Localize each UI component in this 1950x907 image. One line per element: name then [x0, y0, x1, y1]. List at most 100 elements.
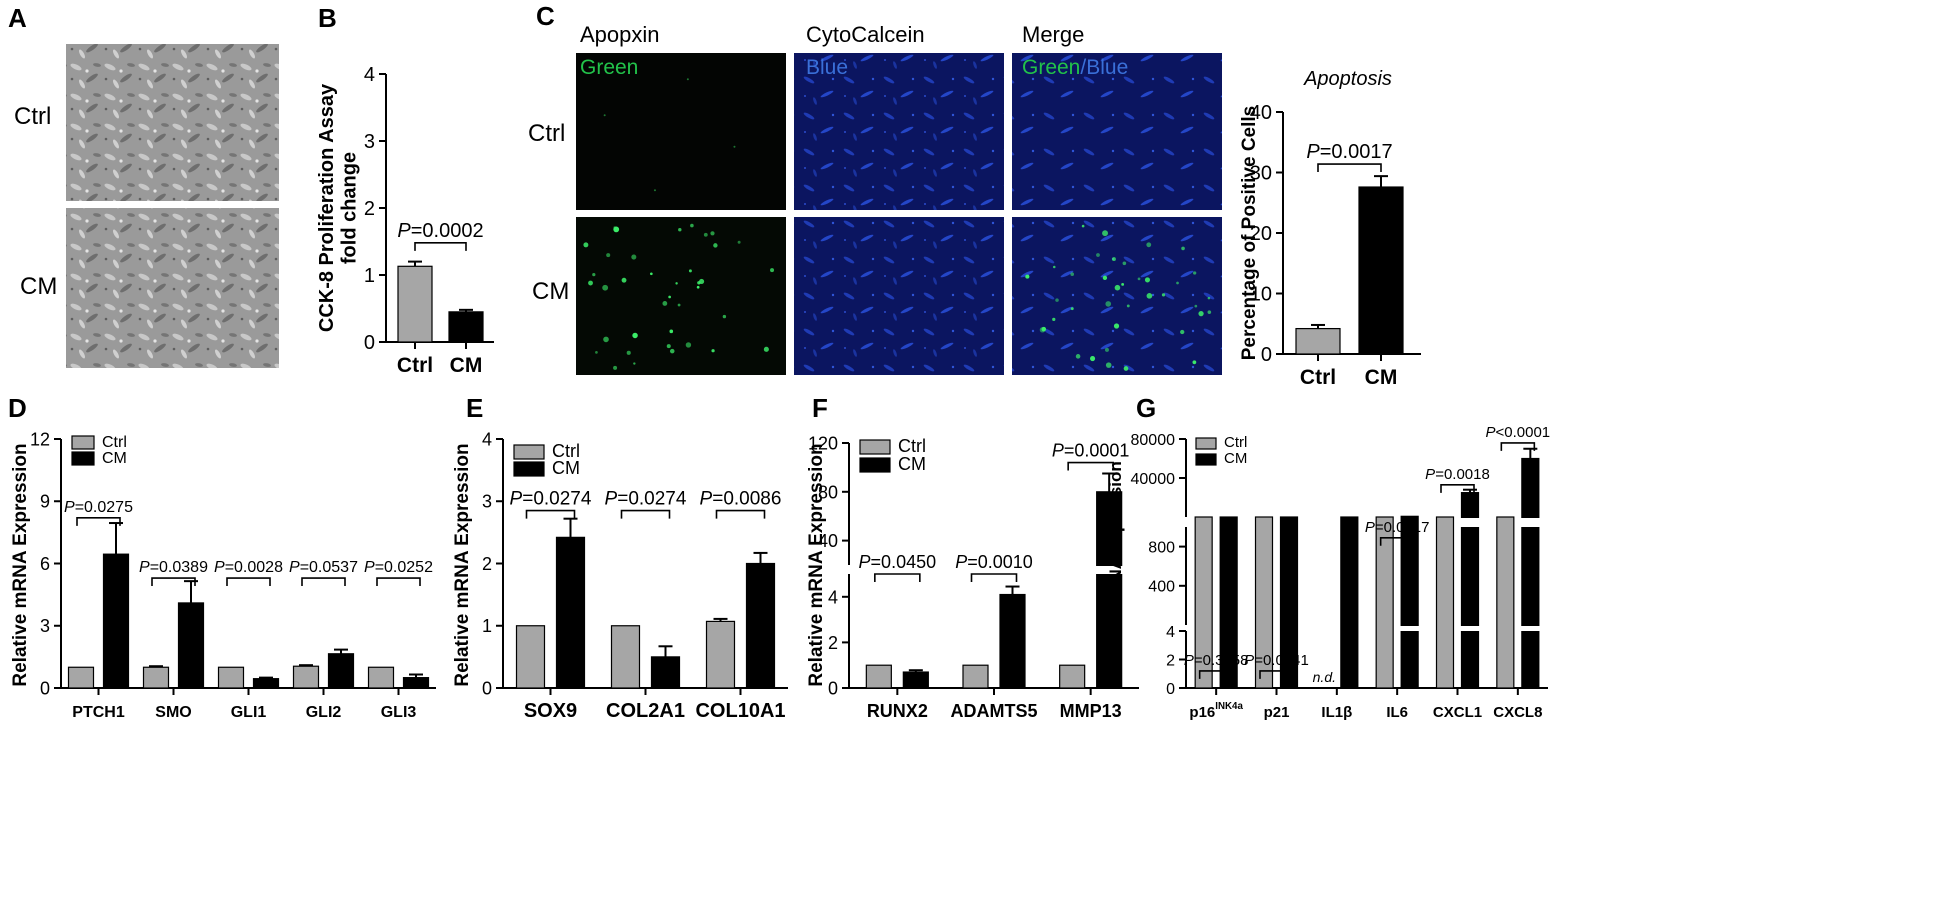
significance-bracket — [76, 517, 121, 526]
y-tick-label: 0 — [1166, 681, 1175, 698]
x-tick-label: CXCL1 — [1433, 704, 1482, 721]
panel-letter-b: B — [318, 3, 337, 33]
legend-swatch — [1195, 437, 1217, 450]
chart-c-apoptosis: 0 10 20 30 40 Ctrl CM P=0.0017 Percentage of Pos… — [1239, 68, 1421, 389]
y-tick-label: 30 — [1250, 163, 1272, 185]
bar — [902, 671, 929, 689]
p-value-label: P=0.0001 — [1052, 441, 1130, 461]
chart-b-cck8: 0 1 2 3 4 Ctrl CM P=0.0002 CCK-8 Proliferation A… — [316, 64, 494, 377]
apoptotic-cell-dot — [1053, 265, 1056, 269]
x-tick-label: CXCL8 — [1493, 704, 1542, 721]
apoptotic-cell-dot — [770, 268, 775, 273]
panel-a-row-label-cm: CM — [20, 273, 57, 300]
col-header-cytocalcein: CytoCalcein — [806, 22, 925, 47]
significance-bracket — [1379, 536, 1415, 546]
bar — [1219, 516, 1238, 689]
x-tick-label: IL6 — [1386, 704, 1408, 721]
y-tick-label: 0 — [40, 678, 50, 698]
y-axis-title: Relative mRNA Expression — [1106, 461, 1125, 679]
bar — [1521, 457, 1540, 689]
significance-bracket — [525, 509, 576, 519]
apoptotic-cell-dot — [1114, 284, 1121, 291]
legend-label: Ctrl — [552, 441, 580, 461]
significance-bracket — [301, 577, 346, 587]
y-tick-label: 80 — [818, 482, 838, 502]
legend-label: Ctrl — [898, 436, 926, 456]
y-tick-label: 1 — [482, 616, 492, 636]
axis-break-gap — [1399, 626, 1421, 631]
apoptotic-cell-dot — [1096, 253, 1100, 257]
apoptotic-cell-dot — [677, 303, 681, 307]
significance-bracket — [151, 577, 196, 587]
bar — [1400, 515, 1419, 689]
bar — [217, 666, 245, 689]
bar — [1194, 516, 1213, 689]
image-cytocalcein-ctrl — [794, 53, 1004, 210]
x-tick-label: p16INK4a — [1189, 701, 1243, 721]
apoptotic-cell-dot — [1146, 242, 1152, 248]
significance-bracket — [1440, 484, 1475, 493]
apoptotic-cell-dot — [1105, 362, 1112, 368]
apoptotic-cell-dot — [1180, 329, 1185, 335]
significance-bracket — [970, 573, 1018, 582]
axis-break-gap — [1459, 518, 1481, 527]
legend-label: CM — [102, 450, 127, 467]
apoptotic-cell-dot — [606, 253, 611, 258]
y-axis-title: CCK-8 Proliferation Assayfold change — [316, 83, 360, 332]
micrograph-ctrl — [66, 44, 279, 201]
axis-break-gap — [1519, 518, 1541, 527]
bar — [865, 664, 892, 689]
bar — [67, 666, 95, 689]
apoptotic-cell-dot — [626, 350, 631, 355]
image-apopxin-cm — [576, 217, 786, 375]
p-value-label: P=0.0018 — [1425, 466, 1490, 483]
channel-label-cytocalcein: Blue — [806, 56, 848, 79]
significance-bracket — [620, 509, 671, 519]
apoptotic-cell-dot — [1194, 304, 1198, 308]
y-tick-label: 0 — [1261, 344, 1272, 366]
bar — [745, 562, 776, 689]
chart-g-senescence-genes: 0 2 4 400 800 40000 80000 p16INK4a p21 n.d. IL1β IL… — [1106, 424, 1550, 721]
bar — [962, 664, 989, 689]
x-tick-label: COL10A1 — [695, 700, 785, 722]
row-label-cm: CM — [532, 278, 569, 305]
channel-label-part: / — [1080, 56, 1086, 79]
apoptotic-cell-dot — [713, 243, 718, 248]
image-merge-ctrl — [1012, 53, 1222, 210]
bar — [448, 311, 484, 343]
p-value-label: P=0.0017 — [1365, 519, 1430, 536]
y-axis-title: Relative mRNA Expression — [806, 443, 827, 686]
y-tick-label: 120 — [808, 433, 838, 453]
not-detected-label: n.d. — [1313, 669, 1336, 685]
y-tick-label: 2 — [364, 198, 375, 220]
significance-bracket — [226, 577, 271, 587]
apoptotic-cell-dot — [603, 336, 609, 343]
axis-break-gap — [1094, 566, 1124, 574]
apoptotic-cell-dot — [1112, 257, 1116, 262]
image-apopxin-ctrl — [576, 53, 786, 210]
p-value-label: P=0.0389 — [139, 559, 208, 576]
bar — [177, 602, 205, 689]
y-tick-label: 40 — [1250, 102, 1272, 124]
y-tick-label: 400 — [1148, 579, 1175, 596]
apoptotic-cell-dot — [1126, 304, 1130, 308]
apoptotic-cell-dot — [603, 114, 606, 117]
y-tick-label: 9 — [40, 492, 50, 512]
col-header-apopxin: Apopxin — [580, 22, 660, 47]
apoptotic-cell-dot — [1113, 323, 1120, 329]
p-value-label: P=0.0450 — [859, 552, 937, 572]
significance-bracket — [376, 577, 421, 587]
p-value-label: P=0.0002 — [397, 220, 483, 242]
y-tick-label: 2 — [828, 633, 838, 653]
channel-label-part: Green — [1022, 56, 1080, 79]
apoptotic-cell-dot — [675, 282, 678, 285]
apoptotic-cell-dot — [621, 277, 627, 283]
apoptotic-cell-dot — [588, 280, 593, 286]
chart-title: Apoptosis — [1303, 68, 1392, 90]
panel-letter-e: E — [466, 393, 483, 423]
p-value-label: P=0.0252 — [364, 559, 433, 576]
apoptotic-cell-dot — [632, 332, 638, 339]
apoptotic-cell-dot — [688, 269, 692, 273]
y-tick-label: 0 — [828, 678, 838, 698]
